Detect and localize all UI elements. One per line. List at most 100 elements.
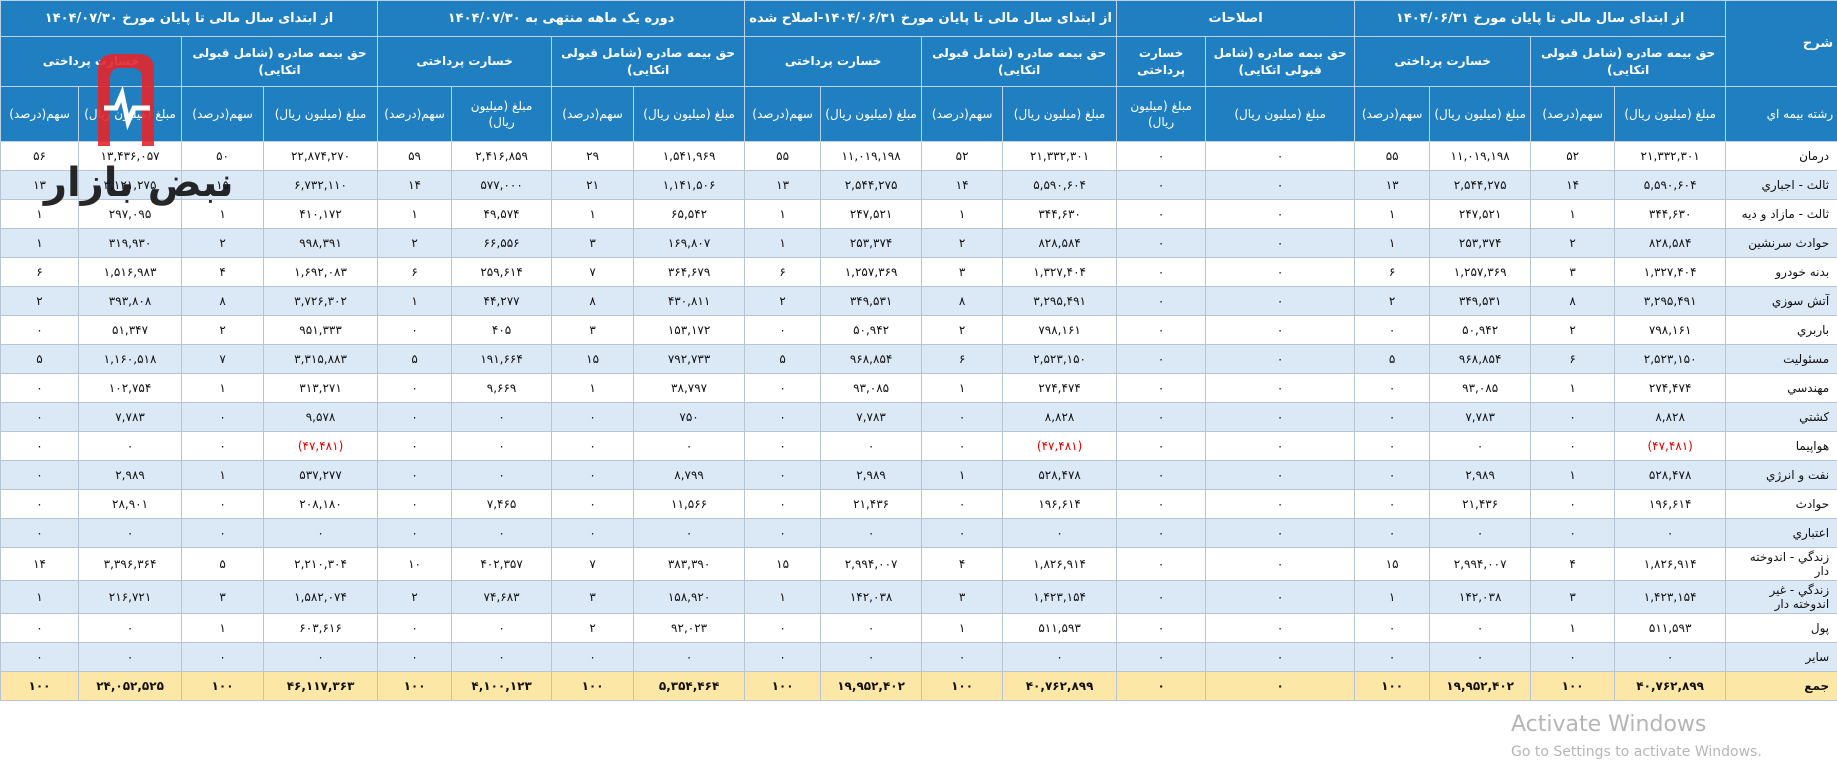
table-cell: ۲	[377, 580, 453, 614]
table-cell: ۰	[1002, 642, 1118, 672]
table-cell: (۴۷,۴۸۱)	[1002, 431, 1118, 461]
table-cell: ۱	[551, 199, 635, 229]
table-cell: ۰	[377, 373, 453, 403]
table-cell: ۵۱۱,۵۹۳	[1002, 613, 1118, 643]
row-label: آتش سوزي	[1725, 286, 1837, 316]
table-cell: ۶۵,۵۴۲	[633, 199, 746, 229]
table-cell: ۰	[551, 402, 635, 432]
table-cell: ۰	[744, 613, 822, 643]
table-cell: ۱	[181, 373, 265, 403]
table-cell: ۰	[1205, 489, 1356, 519]
table-row: كشتي ۸,۸۲۸ ۰ ۷,۷۸۳ ۰ ۰ ۰ ۸,۸۲۸ ۰ ۷,۷۸۳ ۰ ۷۵۰ ۰ ۰ ۰ ۹,۵۷…	[0, 402, 1837, 432]
table-cell: ۰	[1116, 228, 1207, 258]
table-cell: ۱	[181, 460, 265, 490]
table-cell: ۱,۱۶۰,۵۱۸	[78, 344, 183, 374]
table-cell: ۰	[1614, 518, 1727, 548]
table-cell: ۲۹	[551, 141, 635, 171]
table-row: بدنه خودرو ۱,۳۲۷,۴۰۴ ۳ ۱,۲۵۷,۳۶۹ ۶ ۰ ۰ ۱,۳۲۷,۴۰…	[0, 257, 1837, 287]
column-title: مبلغ (میلیون ریال)	[1614, 86, 1727, 142]
table-cell: ۰	[377, 402, 453, 432]
table-cell: ۵۲۸,۴۷۸	[1002, 460, 1118, 490]
table-cell: ۰	[1429, 613, 1532, 643]
table-cell: ۰	[451, 642, 553, 672]
table-cell: ۰	[377, 518, 453, 548]
table-cell: ۰	[1530, 518, 1616, 548]
table-cell: ۰	[1116, 580, 1207, 614]
table-cell: ۰	[744, 373, 822, 403]
row-label: هواپيما	[1725, 431, 1837, 461]
table-cell: ۰	[1354, 402, 1431, 432]
table-cell: ۳۴۹,۵۳۱	[1429, 286, 1532, 316]
table-cell: ۴۰۵	[451, 315, 553, 345]
table-cell: ۵۹	[377, 141, 453, 171]
table-row: اعتباري ۰ ۰ ۰ ۰ ۰ ۰ ۰ ۰ ۰ ۰ ۰ ۰ ۰ ۰ ۰ ۰ ۰ ۰	[0, 518, 1837, 548]
table-cell: ۰	[820, 518, 923, 548]
table-cell: ۰	[1205, 257, 1356, 287]
row-label: اعتباري	[1725, 518, 1837, 548]
table-cell: ۳۱۹,۹۳۰	[78, 228, 183, 258]
column-title: مبلغ (میلیون ریال)	[1116, 86, 1207, 142]
table-cell: ۱۳	[744, 170, 822, 200]
table-cell: ۲,۴۱۶,۸۵۹	[451, 141, 553, 171]
subgroup-title: حق بیمه صادره (شامل قبولی اتکایی)	[181, 36, 379, 87]
table-cell: ۰	[181, 642, 265, 672]
table-cell: ۳	[551, 315, 635, 345]
table-cell: ۱۴۲,۰۳۸	[820, 580, 923, 614]
table-row: حوادث سرنشين ۸۲۸,۵۸۴ ۲ ۲۵۳,۳۷۴ ۱ ۰ ۰ ۸۲۸,۵۸۴ ۲ ۲۵…	[0, 228, 1837, 258]
table-cell: ۱۳	[0, 170, 80, 200]
table-cell: ۰	[1530, 642, 1616, 672]
table-cell: ۰	[1354, 642, 1431, 672]
table-cell: ۹۶۸,۸۵۴	[820, 344, 923, 374]
table-header: شرح از ابتدای سال مالی تا پایان مورخ ۱۴۰۴…	[0, 0, 1837, 142]
column-title: سهم(درصد)	[921, 86, 1004, 142]
table-cell: ۳۱۳,۲۷۱	[263, 373, 379, 403]
table-cell: ۳۹۳,۸۰۸	[78, 286, 183, 316]
table-cell: ۵	[1354, 344, 1431, 374]
table-cell: ۰	[633, 518, 746, 548]
table-cell: ۴	[921, 547, 1004, 581]
table-cell: ۰	[744, 518, 822, 548]
table-cell: ۱۰۰	[551, 671, 635, 701]
table-cell: ۳۴۴,۶۳۰	[1002, 199, 1118, 229]
table-cell: ۲۱	[551, 170, 635, 200]
table-cell: ۹,۵۷۸	[263, 402, 379, 432]
row-label: ساير	[1725, 642, 1837, 672]
table-cell: ۵۰,۹۴۲	[820, 315, 923, 345]
table-cell: ۱,۸۲۶,۹۱۴	[1002, 547, 1118, 581]
table-cell: ۰	[1116, 460, 1207, 490]
table-cell: ۰	[78, 613, 183, 643]
table-cell: ۵,۵۹۰,۶۰۴	[1614, 170, 1727, 200]
table-cell: ۱,۳۲۷,۴۰۴	[1614, 257, 1727, 287]
row-label: مهندسي	[1725, 373, 1837, 403]
header-row: شرح از ابتدای سال مالی تا پایان مورخ ۱۴۰۴…	[0, 0, 1837, 87]
table-cell: ۴۴,۲۷۷	[451, 286, 553, 316]
row-label-title: رشته بیمه اي	[1725, 86, 1837, 142]
table-cell: ۲	[181, 228, 265, 258]
table-cell: ۰	[451, 518, 553, 548]
table-cell: ۱	[744, 199, 822, 229]
table-cell: ۳۴۴,۶۳۰	[1614, 199, 1727, 229]
table-cell: ۰	[921, 402, 1004, 432]
table-cell: ۱۹,۹۵۲,۴۰۲	[1429, 671, 1532, 701]
table-row: ثالث - مازاد و ديه ۳۴۴,۶۳۰ ۱ ۲۴۷,۵۲۱ ۱ ۰ ۰ ۳۴۴,…	[0, 199, 1837, 229]
table-cell: ۱	[921, 199, 1004, 229]
table-row: مهندسي ۲۷۴,۴۷۴ ۱ ۹۳,۰۸۵ ۰ ۰ ۰ ۲۷۴,۴۷۴ ۱ ۹۳,۰۸۵ ۰ ۳۸…	[0, 373, 1837, 403]
table-cell: ۰	[263, 518, 379, 548]
table-cell: ۱	[0, 580, 80, 614]
table-cell: ۷,۷۸۳	[78, 402, 183, 432]
table-cell: ۳۶۴,۶۷۹	[633, 257, 746, 287]
table-cell: ۱	[744, 580, 822, 614]
table-cell: ۲۱,۳۳۲,۳۰۱	[1614, 141, 1727, 171]
table-cell: ۰	[1205, 315, 1356, 345]
table-cell: ۱,۵۱۶,۹۸۳	[78, 257, 183, 287]
table-cell: ۳,۷۲۶,۳۰۲	[263, 286, 379, 316]
row-label: مسئوليت	[1725, 344, 1837, 374]
table-cell: ۴	[181, 257, 265, 287]
column-title: سهم(درصد)	[377, 86, 453, 142]
table-cell: ۲,۲۱۰,۳۰۴	[263, 547, 379, 581]
table-cell: ۹۶۸,۸۵۴	[1429, 344, 1532, 374]
table-cell: ۷	[551, 257, 635, 287]
table-row: مسئوليت ۲,۵۲۳,۱۵۰ ۶ ۹۶۸,۸۵۴ ۵ ۰ ۰ ۲,۵۲۳,۱۵۰ ۶ ۹۶۸…	[0, 344, 1837, 374]
table-cell: ۰	[1530, 489, 1616, 519]
table-cell: ۶	[377, 257, 453, 287]
